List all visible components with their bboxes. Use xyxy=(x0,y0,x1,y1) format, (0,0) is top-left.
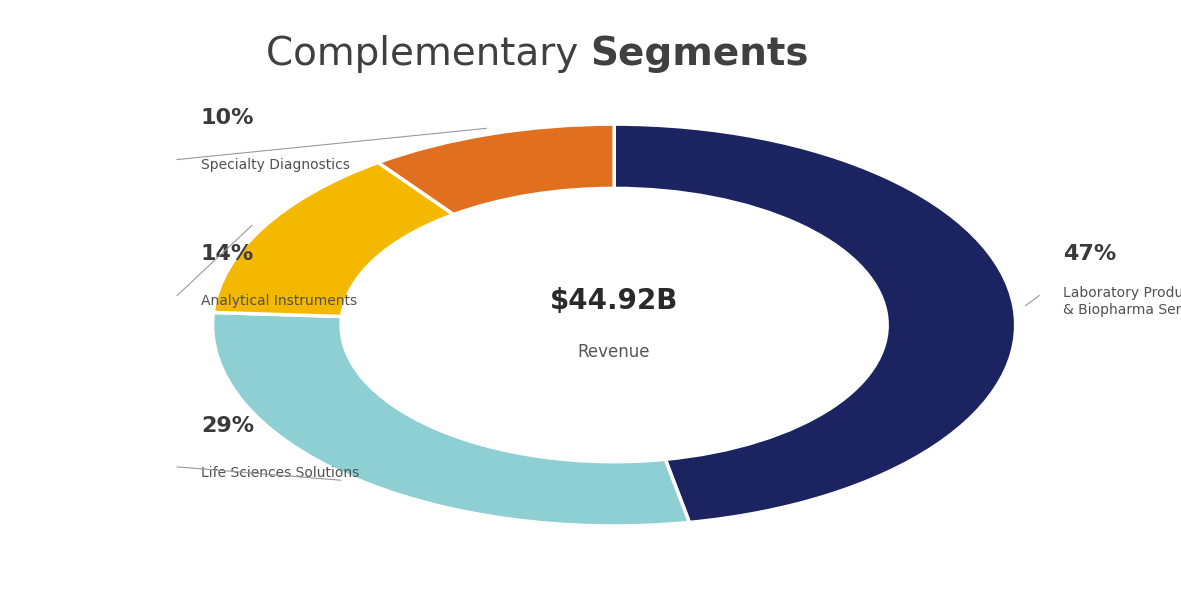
Text: Segments: Segments xyxy=(590,35,809,73)
Wedge shape xyxy=(213,313,690,526)
Text: 10%: 10% xyxy=(201,108,254,128)
Text: $44.92B: $44.92B xyxy=(550,287,678,316)
Text: 14%: 14% xyxy=(201,244,254,264)
Text: 47%: 47% xyxy=(1063,244,1116,264)
Text: Analytical Instruments: Analytical Instruments xyxy=(201,294,357,309)
Text: Life Sciences Solutions: Life Sciences Solutions xyxy=(201,466,359,480)
Text: 29%: 29% xyxy=(201,415,254,436)
Wedge shape xyxy=(378,124,614,215)
Text: Complementary: Complementary xyxy=(266,35,590,73)
Wedge shape xyxy=(614,124,1016,522)
Text: Laboratory Products
& Biopharma Services: Laboratory Products & Biopharma Services xyxy=(1063,286,1181,317)
Text: Specialty Diagnostics: Specialty Diagnostics xyxy=(201,158,350,173)
Text: Revenue: Revenue xyxy=(578,343,651,361)
Wedge shape xyxy=(214,163,454,316)
